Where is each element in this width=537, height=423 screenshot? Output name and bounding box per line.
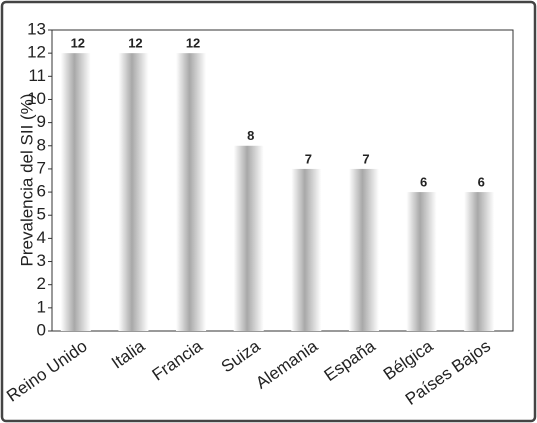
bar xyxy=(406,192,437,331)
bar xyxy=(233,145,264,331)
y-tick-label: 11 xyxy=(28,66,46,85)
value-label: 6 xyxy=(420,175,427,190)
value-label: 7 xyxy=(362,151,369,166)
bar xyxy=(464,192,495,331)
bar xyxy=(176,53,207,332)
y-tick-label: 7 xyxy=(37,158,46,177)
bar xyxy=(60,53,91,332)
y-tick-label: 13 xyxy=(27,19,46,38)
y-tick-label: 1 xyxy=(37,297,46,316)
value-label: 12 xyxy=(186,36,200,51)
y-tick-label: 9 xyxy=(37,112,46,131)
value-label: 12 xyxy=(128,36,142,51)
value-label: 8 xyxy=(247,128,254,143)
y-axis-label: Prevalencia del SII (%) xyxy=(17,94,36,267)
y-tick-label: 6 xyxy=(37,182,46,201)
y-tick-label: 12 xyxy=(27,43,46,62)
value-label: 7 xyxy=(305,151,312,166)
bar xyxy=(348,168,379,331)
bar xyxy=(291,168,322,331)
bar xyxy=(118,53,149,332)
y-tick-label: 3 xyxy=(37,251,46,270)
plot-area xyxy=(51,29,514,332)
y-tick-label: 10 xyxy=(27,89,46,108)
y-tick-label: 0 xyxy=(37,320,46,339)
y-tick-label: 2 xyxy=(37,274,46,293)
y-tick-label: 8 xyxy=(37,135,46,154)
y-tick-label: 4 xyxy=(37,228,46,247)
y-tick-label: 5 xyxy=(37,205,46,224)
value-label: 12 xyxy=(71,36,85,51)
value-label: 6 xyxy=(478,175,485,190)
